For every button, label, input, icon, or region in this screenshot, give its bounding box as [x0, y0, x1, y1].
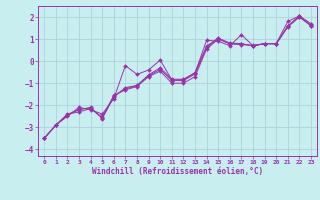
- X-axis label: Windchill (Refroidissement éolien,°C): Windchill (Refroidissement éolien,°C): [92, 167, 263, 176]
